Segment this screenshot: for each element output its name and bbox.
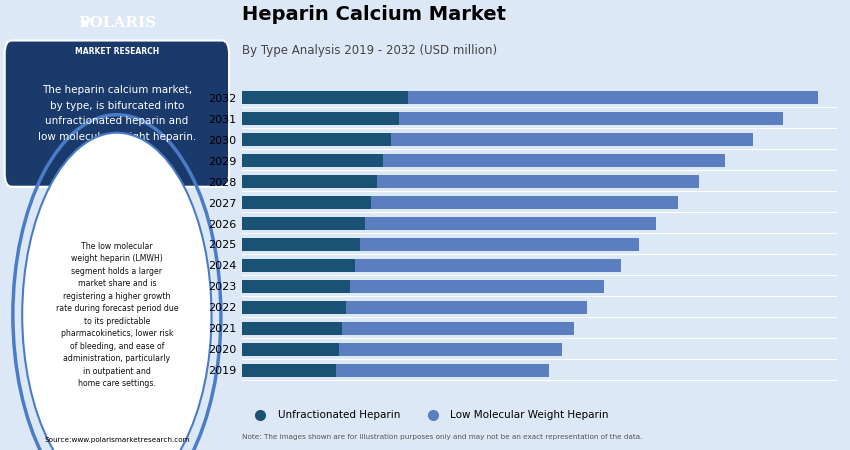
Bar [242,112,399,126]
Bar [242,364,337,377]
Bar [242,279,350,293]
Bar [360,238,638,251]
Bar [242,342,339,356]
Bar [346,301,586,314]
Text: MARKET RESEARCH: MARKET RESEARCH [75,47,159,56]
FancyBboxPatch shape [5,40,230,187]
Bar [242,322,343,335]
Bar [242,301,346,314]
Text: Source:www.polarismarketresearch.com: Source:www.polarismarketresearch.com [44,437,190,443]
Bar [365,217,656,230]
Text: The low molecular
weight heparin (LMWH)
segment holds a larger
market share and : The low molecular weight heparin (LMWH) … [55,242,178,388]
Bar [408,91,818,104]
Bar [377,175,700,189]
Text: The heparin calcium market,
by type, is bifurcated into
unfractionated heparin a: The heparin calcium market, by type, is … [37,85,196,142]
Bar [371,196,677,209]
Bar [242,175,377,189]
Bar [242,154,383,167]
Text: Note: The images shown are for illustration purposes only and may not be an exac: Note: The images shown are for illustrat… [242,433,643,440]
Bar [337,364,549,377]
Bar [242,238,360,251]
Circle shape [22,133,212,450]
Text: By Type Analysis 2019 - 2032 (USD million): By Type Analysis 2019 - 2032 (USD millio… [242,44,497,57]
Text: Low Molecular Weight Heparin: Low Molecular Weight Heparin [450,410,609,420]
Text: Heparin Calcium Market: Heparin Calcium Market [242,4,507,23]
Bar [399,112,784,126]
Bar [343,322,575,335]
Bar [383,154,724,167]
Bar [242,259,355,272]
Bar [242,217,365,230]
Bar [242,196,371,209]
Bar [355,259,621,272]
Bar [339,342,562,356]
Bar [350,279,604,293]
Text: Unfractionated Heparin: Unfractionated Heparin [278,410,400,420]
Bar [391,133,753,146]
Bar [242,133,391,146]
Text: POLARIS: POLARIS [78,16,156,30]
Bar [242,91,408,104]
